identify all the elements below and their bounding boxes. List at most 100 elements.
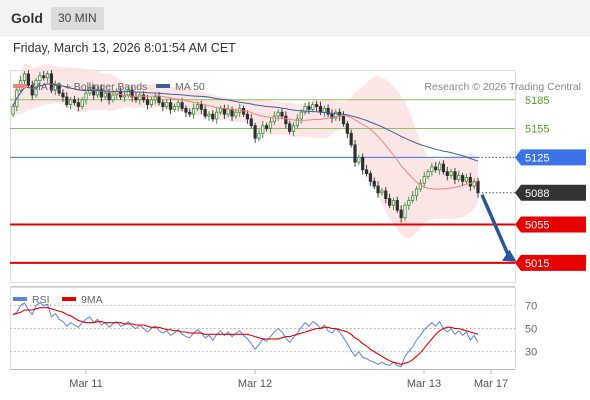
candle-body [84,92,88,101]
legend-swatch-ma50 [156,84,170,88]
candle-body [330,113,334,119]
legend-swatch-9ma [62,297,76,301]
copyright: Research © 2026 Trading Central [424,81,581,93]
candle-body [180,102,184,109]
candle-body [92,86,96,96]
candle-body [134,96,138,101]
candle-body [149,99,153,105]
rsi-line [12,302,479,368]
candle-body [245,113,250,120]
level-label-5015: 5015 [525,258,549,270]
candle-body [76,102,80,107]
candle-body [165,102,169,107]
candle-body [199,104,203,110]
candle-body [307,106,311,110]
bollinger-fill [13,63,478,239]
timestamp: Friday, March 13, 2026 8:01:54 AM CET [13,41,236,55]
level-label-5125: 5125 [525,152,549,164]
candle-body [192,108,196,115]
candle-body [207,113,211,117]
legend-rsi: RSI [32,294,50,306]
candle-body [26,73,30,86]
projection-arrow-shaft [480,194,511,258]
candle-body [353,144,357,163]
candle-body [315,104,319,107]
candle-body [345,123,349,134]
candle-body [414,188,419,197]
candle-body [464,177,469,182]
candle-body [441,163,446,173]
candle-body [72,99,77,104]
candle-body [69,99,73,105]
candle-body [272,115,276,123]
rsi-panel: 70 50 30 [10,300,537,368]
candle-body [311,104,315,110]
candle-body [265,125,269,129]
candle-body [468,177,472,187]
candle-body [145,99,150,105]
candle-body [437,163,442,171]
candle-body [22,73,27,81]
level-label-5055: 5055 [525,219,549,231]
candle-body [65,96,69,105]
chart-header: Gold 30 MIN [0,0,590,36]
projection-arrow-head [502,249,517,262]
candle-body [95,88,100,96]
candle-body [461,175,465,182]
candle-body [172,106,176,110]
candle-body [476,180,480,194]
candle-body [457,175,461,180]
candle-body [268,121,273,129]
timeframe-badge[interactable]: 30 MIN [51,7,104,30]
legend-swatch-ma20 [13,84,27,88]
candle-body [380,190,384,194]
candle-body [357,156,361,163]
candle-body [142,94,146,101]
candle-body [176,102,180,107]
level-tag-5015 [515,254,586,271]
candle-body [161,102,165,107]
candle-body [341,115,346,125]
level-tag-5055 [515,216,586,233]
candle-body [295,118,299,127]
candle-body [322,108,326,113]
rsi-tick-50: 50 [525,324,537,336]
candle-body [107,92,111,101]
candle-body [215,111,219,120]
rsi-tick-30: 30 [525,347,537,359]
rsi-ma-line [12,307,479,365]
rsi-tick-70: 70 [525,300,537,312]
candle-body [126,89,130,96]
candle-body [430,166,434,173]
candle-body [168,102,173,110]
candle-body [407,200,411,206]
candle-body [42,75,46,79]
candle-body [234,111,238,117]
candle-body [80,99,84,107]
legend-ma20: MA 20 + Bollinger Bands [32,81,147,93]
projection [480,194,517,262]
candle-body [53,84,57,91]
x-label-mar-11: Mar 11 [69,378,102,390]
candle-body [249,118,253,127]
candle-body [449,171,453,176]
ma50-line [12,83,479,162]
candle-body [384,190,388,199]
level-label-5088: 5088 [525,188,549,200]
candle-body [45,73,50,79]
price-panel-frame [10,70,516,283]
candle-body [261,125,265,134]
candle-body [303,106,307,113]
level-label-5185: 5185 [525,95,549,107]
candle-body [11,106,15,115]
candle-body [422,176,426,184]
candle-body [184,108,188,113]
candle-body [130,89,134,98]
candle-body [299,111,303,120]
legend-9ma: 9MA [81,294,103,306]
rsi-legend: RSI 9MA [13,294,103,306]
candle-body [445,171,449,176]
candle-body [280,111,284,117]
candle-body [453,171,457,180]
